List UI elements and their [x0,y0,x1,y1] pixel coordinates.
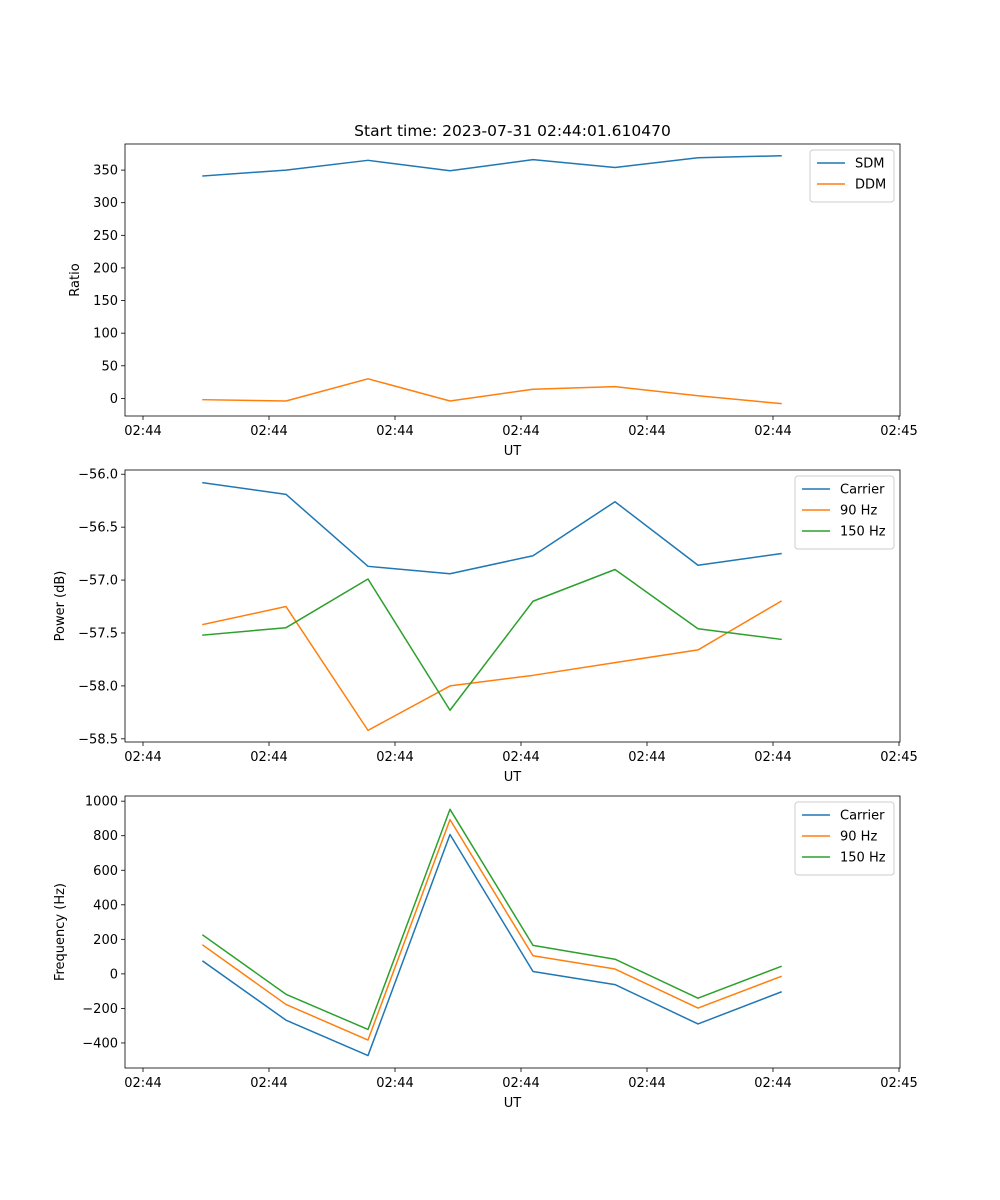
y-axis-label: Frequency (Hz) [53,883,68,981]
x-axis-label: UT [504,1096,522,1111]
y-tick-label: 800 [93,829,118,844]
legend-label: 90 Hz [840,830,877,845]
y-tick-label: −58.0 [78,679,118,694]
x-axis-label: UT [504,444,522,459]
y-tick-label: 200 [93,933,118,948]
x-axis-label: UT [504,770,522,785]
y-axis-label: Power (dB) [53,571,68,642]
y-tick-label: −56.5 [78,521,118,536]
x-tick-label: 02:44 [376,750,413,765]
series-line-carrier [201,833,782,1057]
series-line-150-hz [201,808,782,1031]
legend-label: 90 Hz [840,504,877,519]
y-tick-label: 0 [110,967,118,982]
y-tick-label: −56.0 [78,468,118,483]
x-tick-label: 02:44 [502,424,539,439]
legend-label: DDM [855,178,886,193]
x-tick-label: 02:44 [754,424,791,439]
y-tick-label: 300 [93,196,118,211]
y-tick-label: −400 [82,1036,118,1051]
y-tick-label: −200 [82,1002,118,1017]
x-tick-label: 02:44 [124,750,161,765]
y-tick-label: 250 [93,229,118,244]
series-line-sdm [202,154,782,177]
series-line-150-hz [202,568,782,711]
chart-panel-2: 02:44 02:44 02:44 02:44 02:44 02:44 02:45 −58.5… [53,468,918,785]
axes-frame [124,795,901,1069]
y-tick-label: 350 [93,164,118,179]
y-tick-label: 50 [101,359,118,374]
x-tick-label: 02:44 [754,750,791,765]
series-line-ddm [202,378,782,405]
x-tick-label: 02:44 [376,424,413,439]
axes-frame [124,469,901,743]
legend-label: Carrier [840,809,885,824]
y-tick-label: −57.0 [78,574,118,589]
x-tick-label: 02:44 [628,1076,665,1091]
series-line-90-hz [201,818,782,1041]
chart-panel-3: 02:44 02:44 02:44 02:44 02:44 02:44 02:45 −400 −… [53,795,918,1111]
legend: SDM DDM [809,149,895,203]
x-tick-label: 02:44 [250,750,287,765]
x-tick-label: 02:45 [880,1076,917,1091]
legend-label: SDM [855,157,884,172]
legend-label: 150 Hz [840,851,886,866]
x-tick-label: 02:44 [628,424,665,439]
x-tick-label: 02:44 [250,424,287,439]
x-tick-label: 02:44 [250,1076,287,1091]
x-tick-label: 02:45 [880,750,917,765]
x-tick-label: 02:45 [880,424,917,439]
chart-title: Start time: 2023-07-31 02:44:01.610470 [354,122,671,140]
y-tick-label: 600 [93,864,118,879]
y-tick-label: 400 [93,898,118,913]
series-line-90-hz [202,600,783,732]
y-tick-label: 100 [93,327,118,342]
legend-label: 150 Hz [840,525,886,540]
y-tick-label: −57.5 [78,626,118,641]
axes-frame [124,143,901,417]
y-tick-label: 200 [93,261,118,276]
y-tick-label: 1000 [85,795,118,810]
legend: Carrier 90 Hz 150 Hz [794,475,895,550]
x-tick-label: 02:44 [754,1076,791,1091]
x-tick-label: 02:44 [124,424,161,439]
x-tick-label: 02:44 [628,750,665,765]
y-tick-label: 0 [110,392,118,407]
x-tick-label: 02:44 [376,1076,413,1091]
y-tick-label: −58.5 [78,732,118,747]
chart-panel-1: Start time: 2023-07-31 02:44:01.61047002… [68,122,918,459]
y-axis-label: Ratio [68,263,83,296]
y-tick-label: 150 [93,294,118,309]
x-tick-label: 02:44 [502,1076,539,1091]
legend-label: Carrier [840,483,885,498]
series-line-carrier [202,481,782,575]
legend: Carrier 90 Hz 150 Hz [794,801,895,876]
x-tick-label: 02:44 [124,1076,161,1091]
x-tick-label: 02:44 [502,750,539,765]
